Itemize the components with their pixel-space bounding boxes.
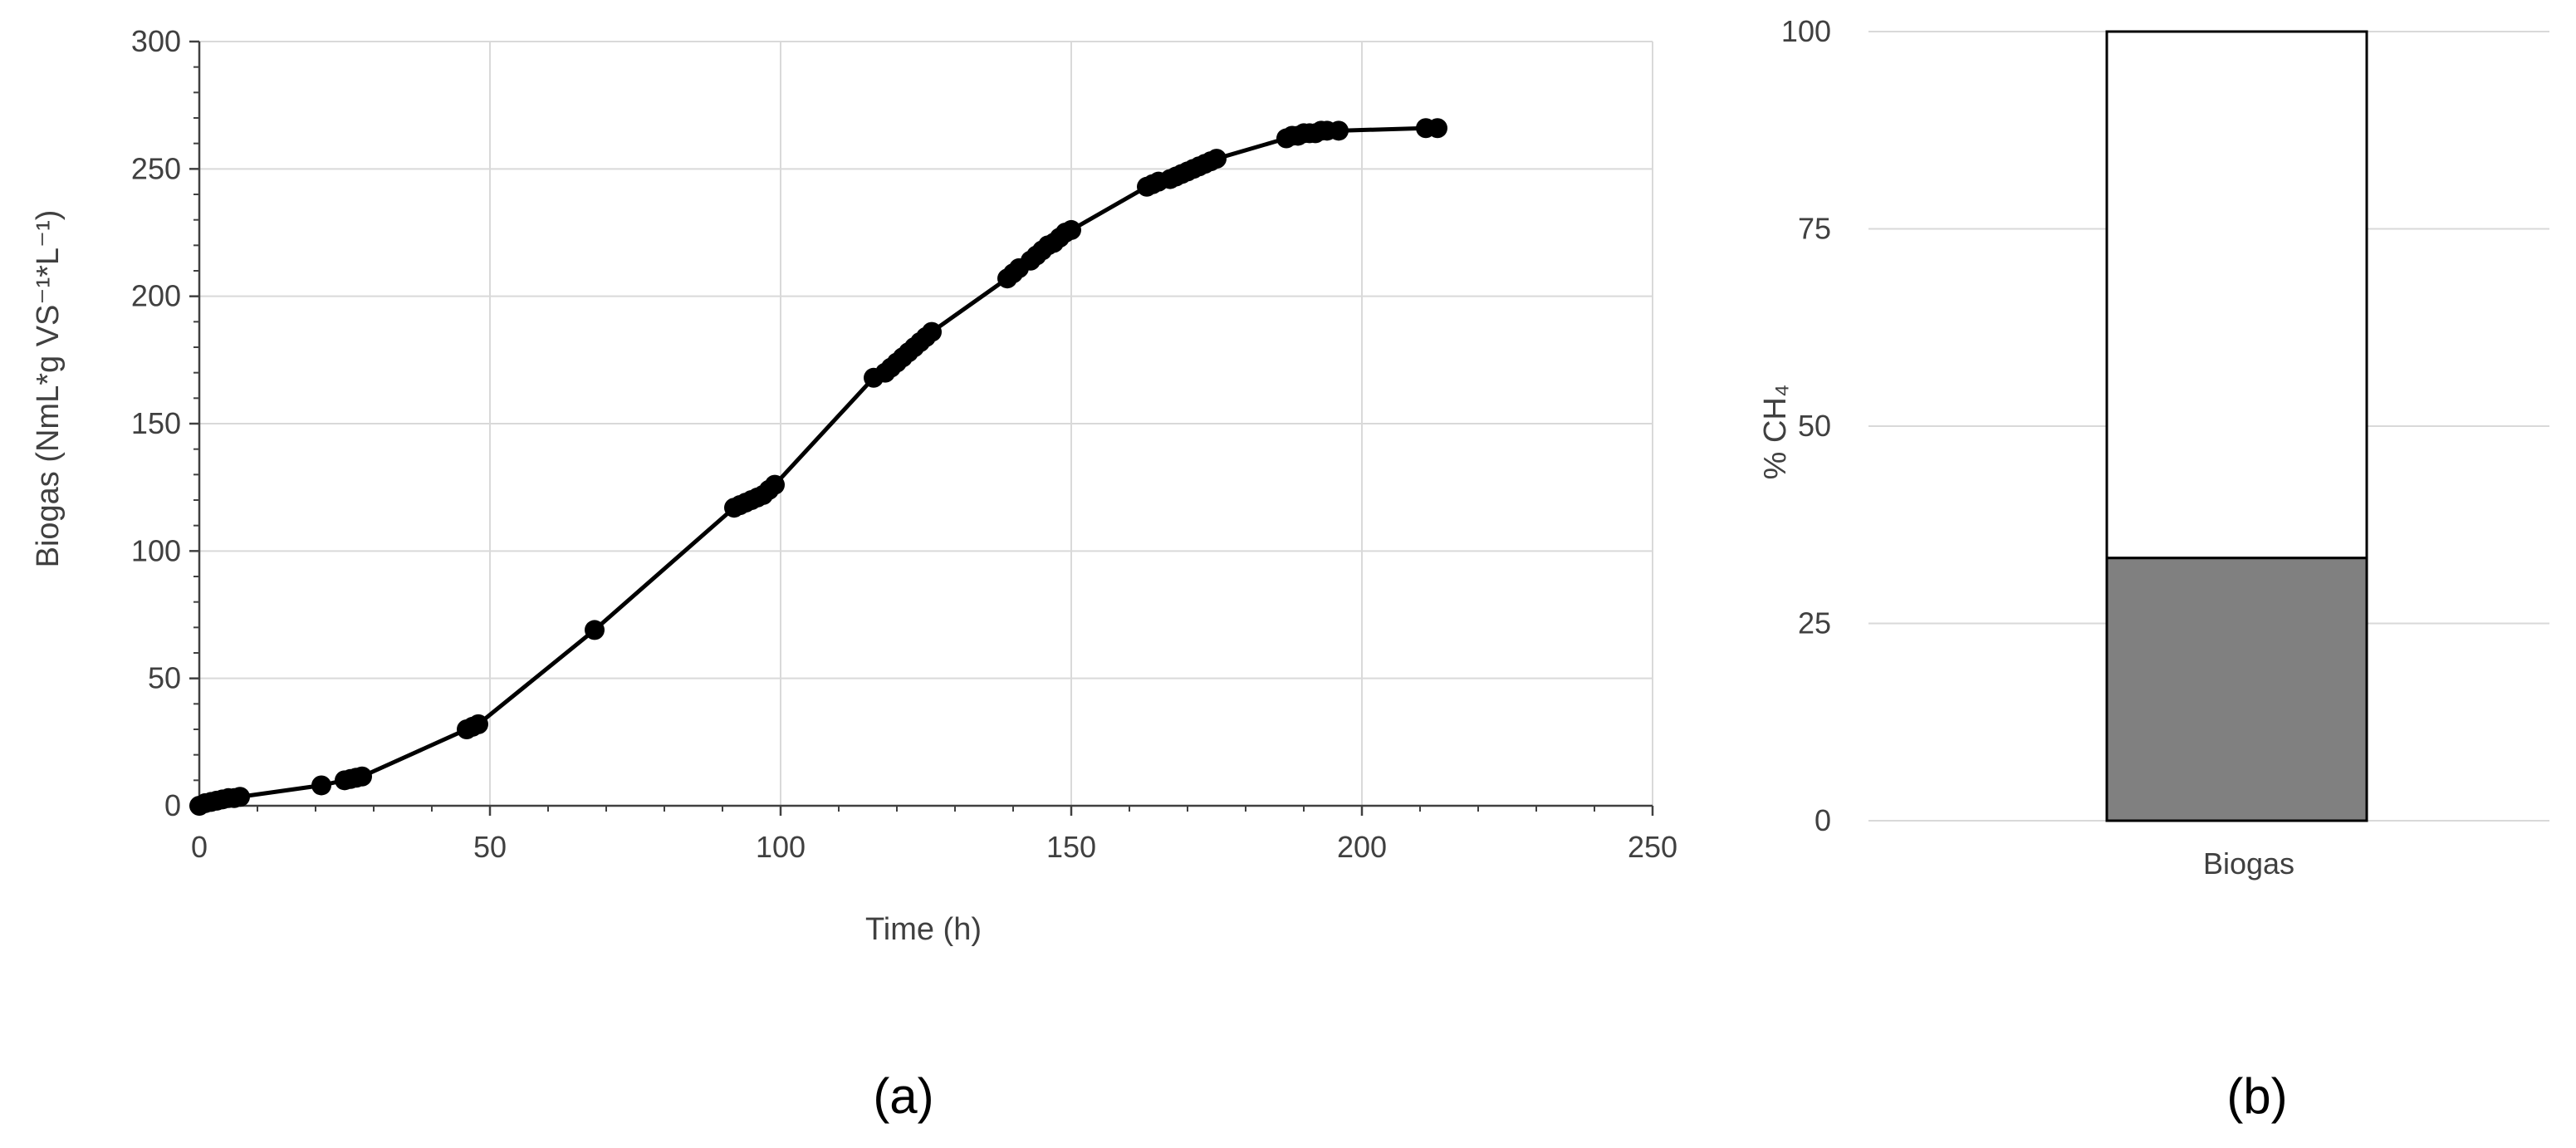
series-line (198, 125, 1437, 808)
x-tick-label: 0 (191, 830, 208, 864)
methane-percentage-chart: 0 25 50 75 100 Biogas % CH₄ (1758, 14, 2549, 881)
x-tick-label: 250 (1628, 830, 1677, 864)
x-axis-label: Time (h) (865, 912, 982, 947)
axes (189, 40, 1654, 816)
grid-lines (199, 41, 1653, 806)
data-point (468, 714, 488, 734)
y-axis-label: % CH₄ (1758, 385, 1793, 480)
y-tick-label: 100 (1781, 14, 1831, 48)
bar-segment-upper (2105, 30, 2368, 560)
y-tick-label: 200 (131, 279, 181, 313)
y-tick-label: 50 (1798, 409, 1831, 443)
x-tick-label: 100 (756, 830, 806, 864)
y-tick-label: 0 (1814, 803, 1831, 837)
data-point (765, 474, 785, 495)
y-tick-label: 0 (164, 788, 181, 822)
series-line-path (198, 125, 1437, 808)
tick-labels: 0 25 50 75 100 (1781, 14, 1831, 837)
y-tick-label: 25 (1798, 606, 1831, 640)
data-point (1061, 219, 1081, 240)
data-point (585, 620, 605, 640)
data-point (922, 321, 942, 342)
x-tick-label: 50 (473, 830, 507, 864)
category-label: Biogas (2203, 846, 2294, 881)
x-tick-label: 150 (1046, 830, 1096, 864)
data-point (1329, 120, 1349, 141)
y-tick-label: 300 (131, 24, 181, 58)
tick-labels: 0 50 100 150 200 250 0 50 100 150 200 250 300 (131, 24, 1677, 864)
bar-segment-lower (2105, 557, 2368, 822)
data-point (352, 766, 372, 787)
panel-label-b: (b) (2226, 1068, 2287, 1124)
y-tick-label: 50 (148, 661, 181, 695)
stacked-bar (2105, 30, 2368, 822)
x-tick-label: 200 (1337, 830, 1387, 864)
data-point (1428, 118, 1447, 139)
biogas-production-chart: 0 50 100 150 200 250 0 50 100 150 200 250 300 Time (… (31, 24, 1677, 947)
y-tick-label: 100 (131, 533, 181, 567)
y-tick-label: 75 (1798, 212, 1831, 246)
y-axis-label: Biogas (NmL*g VS⁻¹*L⁻¹) (31, 210, 66, 568)
data-point (1207, 149, 1227, 169)
data-points (189, 118, 1447, 816)
y-tick-label: 250 (131, 151, 181, 185)
data-point (230, 787, 250, 807)
panel-label-a: (a) (873, 1068, 933, 1124)
data-point (311, 775, 331, 796)
y-tick-label: 150 (131, 406, 181, 440)
